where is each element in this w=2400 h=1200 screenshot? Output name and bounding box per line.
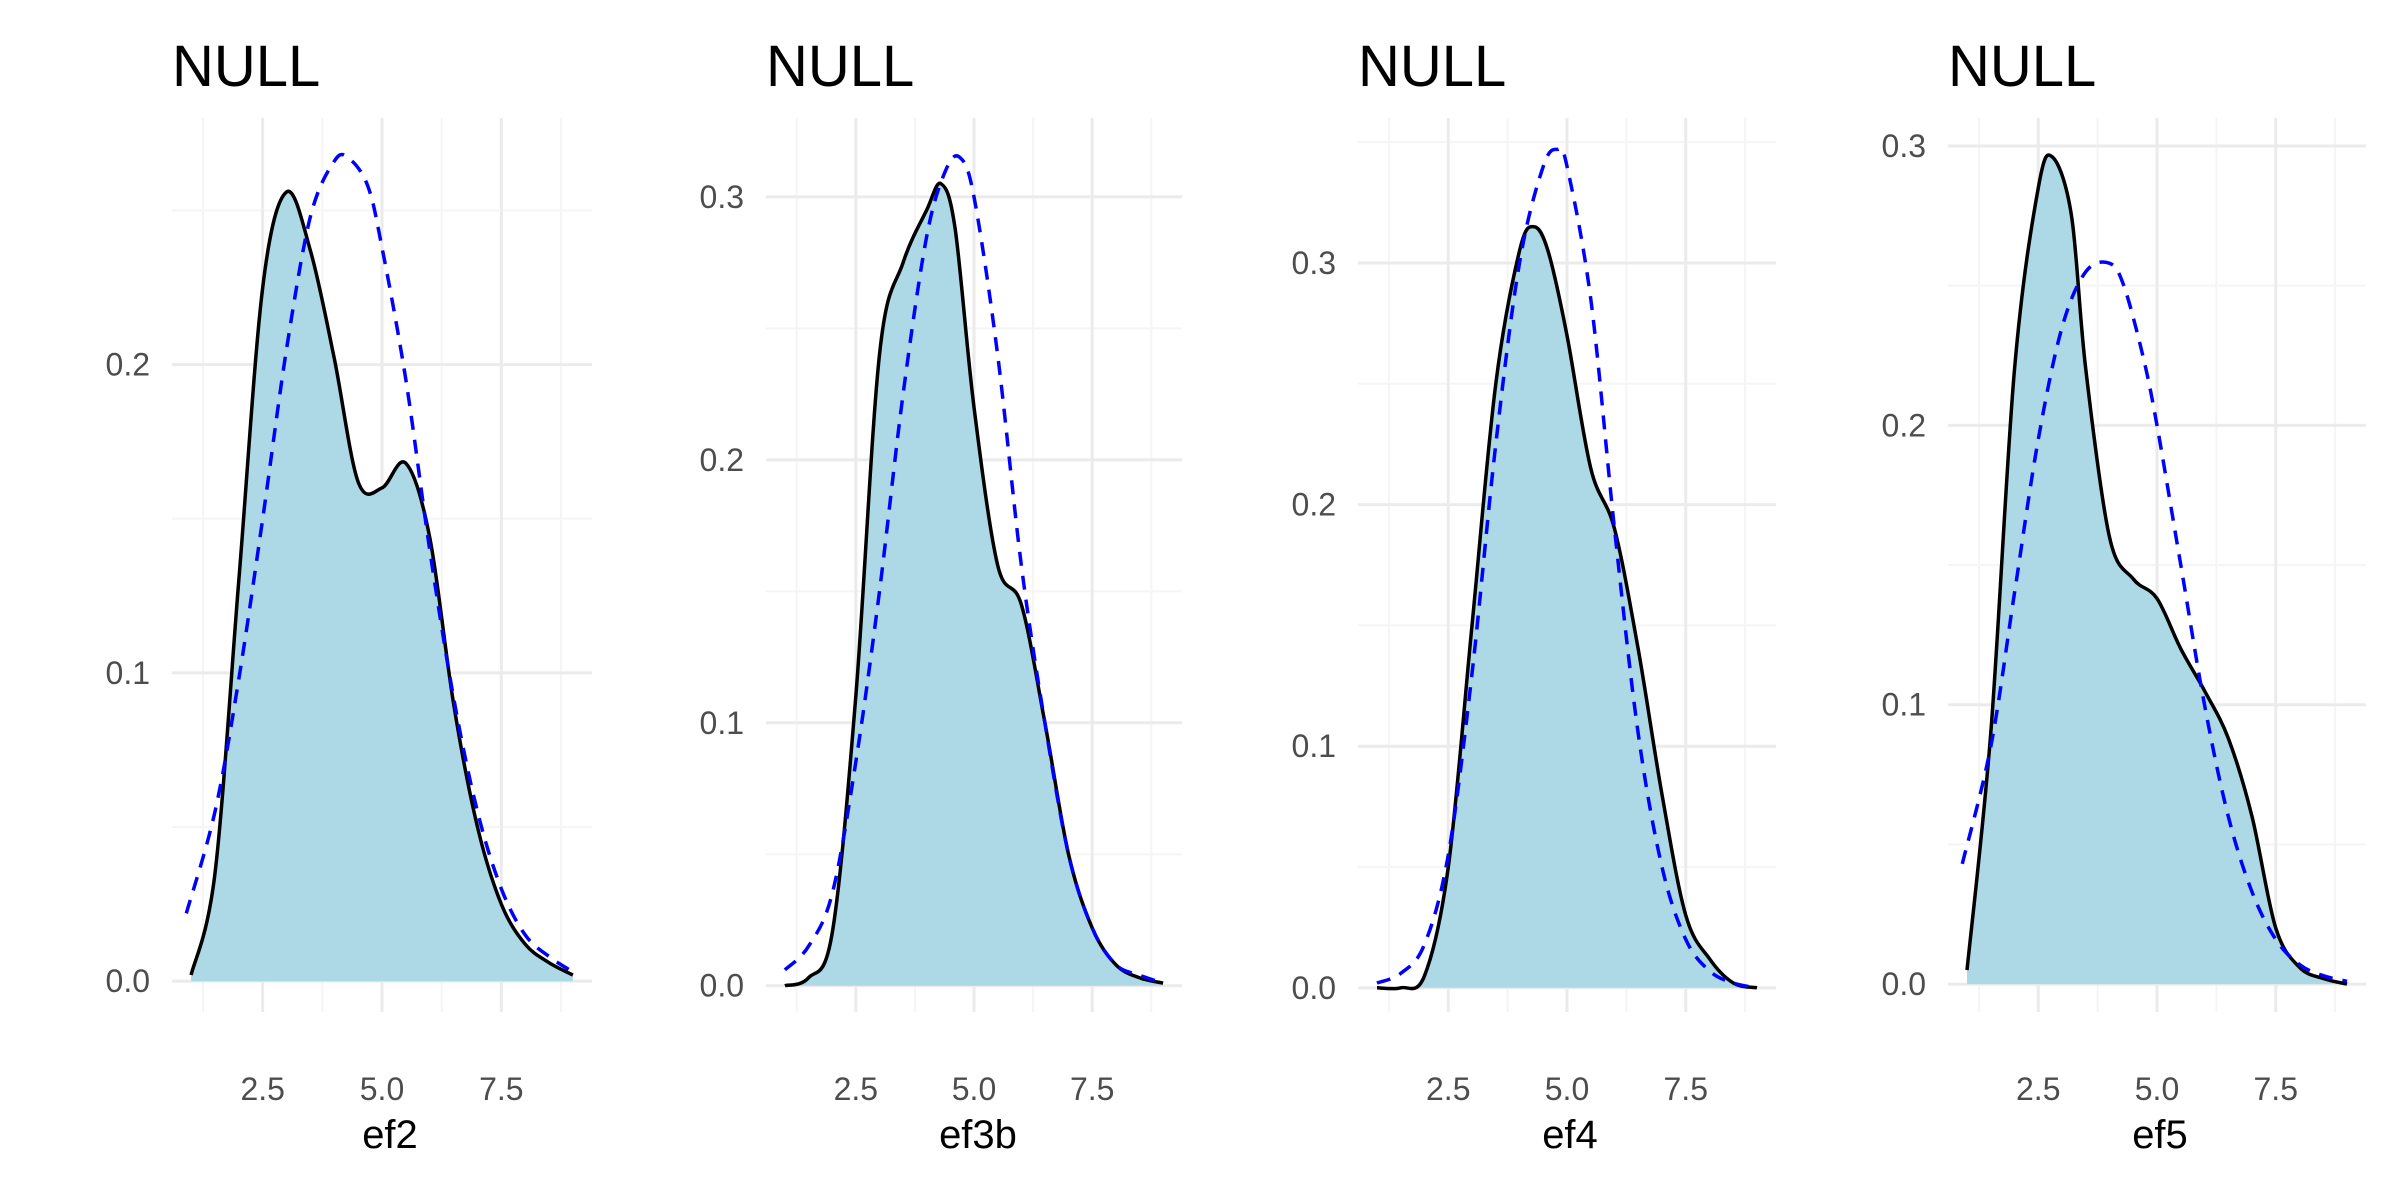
y-tick-label: 0.0 — [1882, 966, 1926, 1002]
y-tick-label: 0.1 — [106, 655, 150, 691]
panel-ef3b: NULL ef3b 0.0 0.1 0.2 0.3 2.5 5.0 7.5 — [700, 34, 1182, 1157]
x-tick-label: 5.0 — [1545, 1071, 1589, 1107]
y-tick-label: 0.0 — [700, 968, 744, 1004]
x-tick-label: 5.0 — [360, 1071, 404, 1107]
x-axis-label: ef4 — [1542, 1113, 1598, 1157]
y-tick-label: 0.3 — [700, 179, 744, 215]
panel-title: NULL — [1358, 34, 1506, 99]
normal-curve-dashed — [783, 154, 1164, 985]
panel-title: NULL — [1948, 34, 2096, 99]
x-tick-label: 2.5 — [1426, 1071, 1470, 1107]
x-tick-label: 5.0 — [2135, 1071, 2179, 1107]
density-line — [189, 189, 574, 977]
x-axis-label: ef3b — [939, 1113, 1017, 1157]
density-area — [1967, 154, 2347, 985]
x-tick-label: 7.5 — [1070, 1071, 1114, 1107]
y-tick-label: 0.1 — [700, 705, 744, 741]
x-tick-label: 5.0 — [952, 1071, 996, 1107]
y-tick-label: 0.1 — [1292, 728, 1336, 764]
y-tick-label: 0.2 — [1292, 487, 1336, 523]
y-tick-label: 0.1 — [1882, 687, 1926, 723]
panel-title: NULL — [172, 34, 320, 99]
y-tick-label: 0.3 — [1882, 128, 1926, 164]
panel-ef5: NULL ef5 0.0 0.1 0.2 0.3 2.5 5.0 7.5 — [1882, 34, 2366, 1157]
y-tick-label: 0.2 — [1882, 407, 1926, 443]
y-tick-label: 0.0 — [1292, 970, 1336, 1006]
x-tick-label: 2.5 — [834, 1071, 878, 1107]
x-tick-label: 2.5 — [2016, 1071, 2060, 1107]
x-tick-label: 2.5 — [240, 1071, 284, 1107]
density-area — [191, 191, 573, 982]
y-tick-label: 0.2 — [700, 442, 744, 478]
x-tick-label: 7.5 — [2254, 1071, 2298, 1107]
density-line — [1965, 153, 2348, 986]
y-tick-label: 0.0 — [106, 963, 150, 999]
density-area — [784, 183, 1164, 986]
panel-ef4: NULL ef4 0.0 0.1 0.2 0.3 2.5 5.0 7.5 — [1292, 34, 1776, 1157]
x-axis-label: ef5 — [2132, 1113, 2188, 1157]
y-tick-label: 0.2 — [106, 347, 150, 383]
x-tick-label: 7.5 — [1664, 1071, 1708, 1107]
x-tick-label: 7.5 — [479, 1071, 523, 1107]
panel-ef2: NULL ef2 0.0 0.1 0.2 2.5 5.0 7.5 — [106, 34, 592, 1157]
normal-curve-dashed — [1376, 146, 1758, 990]
density-line — [1376, 224, 1758, 991]
x-axis-label: ef2 — [362, 1113, 418, 1157]
normal-curve-dashed — [1960, 260, 2348, 984]
y-tick-label: 0.3 — [1292, 245, 1336, 281]
panel-title: NULL — [766, 34, 914, 99]
